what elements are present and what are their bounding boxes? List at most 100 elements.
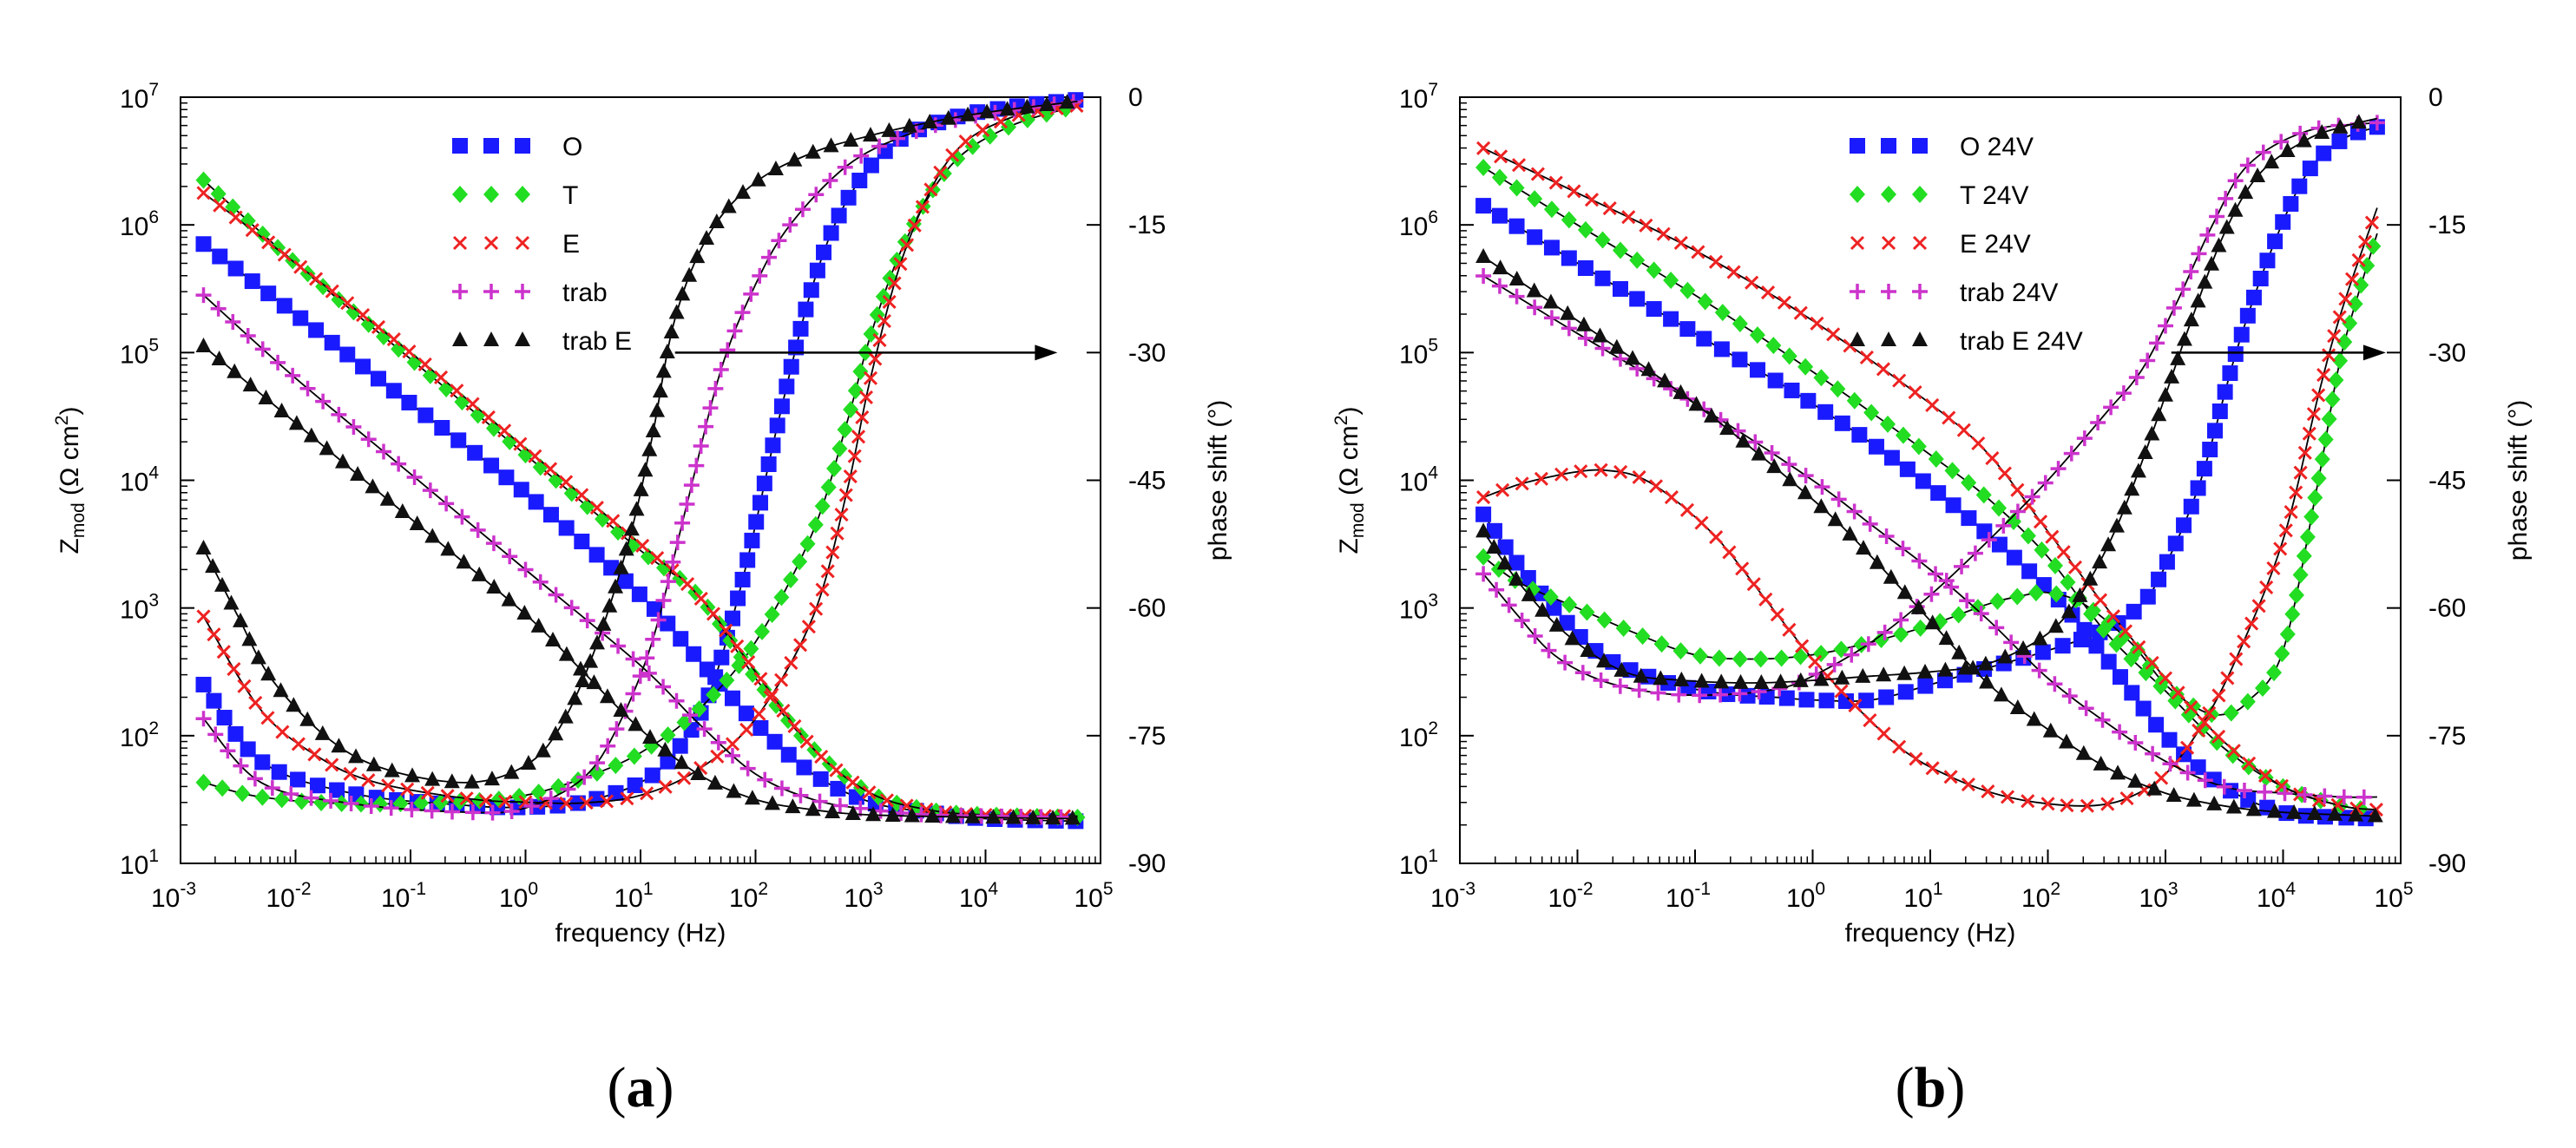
x-tick-label: 104	[2257, 879, 2296, 913]
data-point-modulus	[899, 798, 914, 813]
x-tick-base: 10	[2021, 884, 2050, 913]
data-point-phase	[348, 748, 365, 764]
data-point-phase	[922, 114, 938, 129]
data-point-phase	[674, 285, 691, 301]
data-point-modulus	[2348, 806, 2364, 822]
data-point-phase	[1709, 529, 1724, 545]
data-point-phase	[707, 669, 724, 686]
data-point-phase	[710, 749, 725, 764]
data-point-modulus	[1577, 330, 1594, 346]
data-point-modulus	[345, 303, 362, 321]
plot-frame	[180, 96, 1101, 864]
data-point-phase	[826, 459, 843, 477]
data-point-modulus	[610, 638, 627, 654]
data-point-modulus	[831, 797, 848, 814]
data-point-phase	[1897, 684, 1914, 700]
data-point-phase	[2279, 625, 2296, 643]
data-point-phase	[567, 690, 583, 705]
data-point-modulus	[657, 741, 674, 757]
data-point-modulus	[376, 328, 392, 346]
data-point-modulus	[725, 690, 740, 706]
data-point-phase	[214, 576, 231, 592]
data-point-modulus	[1508, 179, 1525, 197]
data-point-phase	[982, 127, 998, 145]
data-point-phase	[286, 697, 302, 712]
data-point-phase	[754, 622, 771, 640]
legend-marker	[1912, 331, 1928, 346]
data-point-phase	[1770, 607, 1784, 622]
y-tick-label: 105	[1399, 335, 1438, 369]
data-point-phase	[220, 743, 236, 759]
data-point-phase	[960, 106, 976, 121]
data-point-modulus	[844, 805, 861, 821]
data-point-phase	[1936, 672, 1953, 689]
data-point-phase	[2092, 554, 2108, 569]
data-point-modulus	[532, 574, 549, 590]
data-point-modulus	[1663, 311, 1679, 327]
data-point-phase	[851, 173, 868, 189]
data-point-modulus	[212, 248, 228, 265]
x-tick-base: 10	[1430, 884, 1459, 913]
data-point-phase	[361, 773, 376, 788]
data-point-modulus	[1475, 247, 1492, 263]
chart-panel-b: 10-3 10-2 10-1 100 101 102 103 104 1051011021031…	[1331, 80, 2533, 1119]
data-point-phase	[2090, 414, 2106, 430]
data-point-modulus	[2190, 759, 2206, 776]
data-point-phase	[783, 570, 799, 588]
data-point-phase	[2151, 571, 2167, 587]
data-point-phase	[1808, 654, 1823, 669]
data-point-phase	[440, 789, 455, 804]
data-point-modulus	[865, 806, 882, 822]
data-point-modulus	[805, 801, 821, 817]
y-axis-label: Zmod (Ω cm2)	[52, 407, 89, 554]
data-point-phase	[1672, 642, 1689, 660]
data-point-phase	[691, 700, 707, 718]
x-tick-base: 10	[1666, 884, 1694, 913]
data-point-phase	[2218, 190, 2234, 207]
data-point-modulus	[2061, 688, 2078, 705]
data-point-modulus	[631, 586, 647, 602]
data-point-modulus	[741, 654, 756, 670]
data-point-phase	[343, 766, 358, 781]
data-point-modulus	[1938, 630, 1955, 646]
data-point-modulus	[725, 747, 740, 764]
data-point-modulus	[2110, 764, 2126, 780]
data-point-phase	[2047, 618, 2064, 633]
data-point-phase	[2126, 603, 2142, 620]
y2-tick-label: -45	[2428, 467, 2466, 495]
data-point-modulus	[254, 341, 271, 358]
data-point-modulus	[773, 780, 790, 797]
data-point-phase	[2364, 215, 2379, 230]
data-point-phase	[254, 788, 271, 806]
data-point-phase	[2321, 410, 2337, 428]
data-point-modulus	[579, 613, 595, 629]
data-point-phase	[2293, 465, 2308, 480]
data-point-phase	[363, 797, 379, 814]
legend-marker	[1850, 186, 1865, 203]
data-point-phase	[478, 793, 493, 808]
data-point-phase	[2267, 233, 2284, 250]
data-point-phase	[871, 138, 888, 154]
legend-marker	[1912, 235, 1928, 251]
data-point-modulus	[1708, 254, 1724, 269]
x-tick-exp: -1	[1694, 879, 1711, 899]
data-point-modulus	[360, 315, 377, 333]
x-tick-base: 10	[1074, 884, 1102, 913]
data-point-phase	[2274, 645, 2290, 663]
y-tick-base: 10	[1399, 724, 1428, 752]
data-point-modulus	[371, 319, 386, 335]
data-point-phase	[731, 657, 747, 675]
data-point-phase	[2273, 134, 2290, 150]
x-tick-label: 102	[729, 879, 768, 913]
legend-marker	[1850, 138, 1865, 154]
data-point-modulus	[355, 358, 371, 375]
data-point-modulus	[879, 793, 894, 808]
y2-tick-label: -75	[1128, 722, 1166, 751]
data-point-phase	[2310, 469, 2327, 488]
x-tick-exp: 0	[1815, 879, 1825, 899]
data-point-modulus	[706, 607, 721, 621]
data-point-phase	[633, 481, 649, 496]
data-point-phase	[2063, 445, 2080, 462]
data-point-phase	[725, 737, 740, 751]
y-label-unit: (Ω cm	[56, 425, 84, 502]
